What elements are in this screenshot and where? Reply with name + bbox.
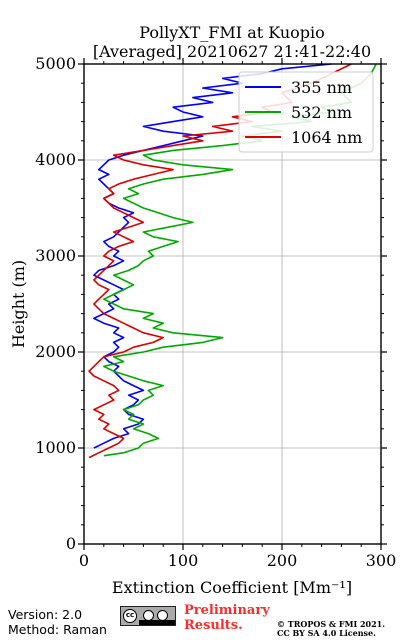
y-axis-label: Height (m) (9, 260, 28, 348)
x-tick-label: 100 (168, 551, 199, 570)
y-tick-label: 1000 (35, 438, 76, 457)
cc-license-badge: cc (120, 606, 176, 626)
legend-label: 532 nm (291, 103, 352, 122)
preliminary-notice: Preliminary Results. (184, 603, 270, 633)
legend-box (238, 71, 374, 153)
series-line (103, 63, 377, 457)
preliminary-line-2: Results. (184, 618, 243, 633)
legend-label: 355 nm (291, 78, 352, 97)
x-tick-label: 300 (366, 551, 397, 570)
y-tick-label: 4000 (35, 150, 76, 169)
copyright-notice: © TROPOS & FMI 2021. CC BY SA 4.0 Licens… (277, 620, 385, 638)
chart-subtitle: [Averaged] 20210627 21:41-22:40 (93, 42, 371, 61)
y-tick-label: 5000 (35, 54, 76, 73)
x-tick-label: 0 (79, 551, 89, 570)
legend: 355 nm 532 nm 1064 nm (238, 71, 374, 153)
y-tick-label: 3000 (35, 246, 76, 265)
y-tick-label: 0 (66, 534, 76, 553)
series-line (88, 63, 352, 459)
chart-title: PollyXT_FMI at Kuopio (139, 23, 325, 42)
x-axis-label: Extinction Coefficient [Mm⁻¹] (112, 578, 352, 597)
preliminary-line-1: Preliminary (184, 603, 270, 618)
version-text: Version: 2.0 (8, 607, 83, 622)
series-lines (88, 63, 377, 459)
copyright-line-1: © TROPOS & FMI 2021. (277, 619, 386, 629)
copyright-line-2: CC BY SA 4.0 License. (277, 628, 376, 638)
y-tick-label: 2000 (35, 342, 76, 361)
cc-icon: cc (123, 609, 137, 623)
plot-frame (83, 63, 382, 545)
cc-badge-strip (139, 620, 175, 625)
legend-label: 1064 nm (291, 128, 362, 147)
axis-ticks (78, 58, 387, 550)
legend-entries: 355 nm 532 nm 1064 nm (245, 78, 362, 147)
series-line (93, 63, 332, 449)
x-tick-label: 200 (267, 551, 298, 570)
method-text: Method: Raman (8, 622, 107, 637)
